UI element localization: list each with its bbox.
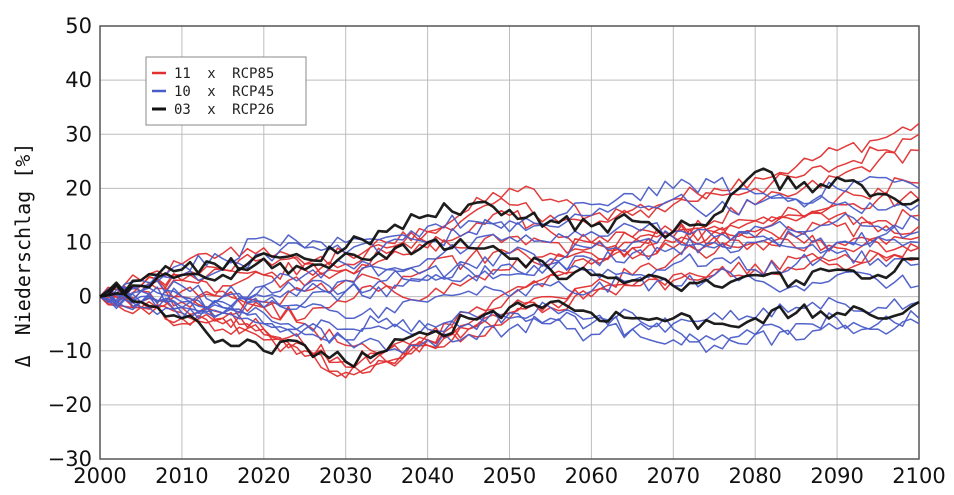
svg-text:11 x RCP85: 11 x RCP85 [174, 66, 274, 82]
x-tick-label: 2040 [401, 464, 454, 488]
legend-item-rcp85: 11 x RCP85 [152, 66, 274, 82]
series-lines [99, 122, 920, 379]
y-tick-label: −30 [48, 447, 92, 471]
y-tick-label: −20 [48, 393, 92, 417]
legend-item-rcp26: 03 x RCP26 [152, 102, 274, 118]
x-tick-label: 2070 [647, 464, 700, 488]
legend-separator: x [207, 66, 215, 82]
legend-count: 03 [174, 102, 191, 118]
svg-text:03 x RCP26: 03 x RCP26 [174, 102, 274, 118]
series-line-rcp45-1 [99, 175, 920, 298]
y-tick-label: 30 [65, 122, 92, 146]
series-line-rcp45-7 [99, 267, 920, 320]
legend-separator: x [207, 102, 215, 118]
series-line-rcp45-10 [99, 287, 920, 354]
y-tick-label: 20 [65, 176, 92, 200]
x-tick-label: 2050 [483, 464, 536, 488]
y-tick-label: 40 [65, 68, 92, 92]
y-axis-label: Δ Niederschlag [%] [11, 143, 35, 368]
x-tick-label: 2090 [810, 464, 863, 488]
y-tick-label: −10 [48, 339, 92, 363]
series-line-rcp45-9 [99, 289, 920, 353]
x-tick-label: 2020 [237, 464, 290, 488]
series-line-rcp26-2 [99, 237, 920, 298]
y-tick-label: 50 [65, 14, 92, 38]
legend-box [145, 56, 307, 126]
x-tick-label: 2030 [319, 464, 372, 488]
y-tick-label: 0 [79, 285, 92, 309]
x-tick-label: 2100 [892, 464, 945, 488]
x-tick-label: 2000 [73, 464, 126, 488]
series-line-rcp26-1 [99, 167, 920, 298]
legend-separator: x [207, 84, 215, 100]
svg-text:10 x RCP45: 10 x RCP45 [174, 84, 274, 100]
y-tick-label: 10 [65, 231, 92, 255]
series-line-rcp45-6 [99, 247, 920, 311]
legend-label: RCP85 [232, 66, 274, 82]
series-line-rcp26-3 [99, 292, 920, 369]
series-line-rcp45-2 [99, 193, 920, 303]
legend-count: 11 [174, 66, 191, 82]
series-line-rcp85-1 [99, 122, 920, 298]
y-axis-delta-symbol: Δ [11, 355, 35, 367]
series-line-rcp45-5 [99, 230, 920, 319]
y-axis-label-text: Niederschlag [%] [11, 143, 35, 336]
tick-labels: 2000 2010 2020 2030 2040 2050 2060 2070 2080 2090… [48, 14, 946, 488]
legend-count: 10 [174, 84, 191, 100]
legend-label: RCP26 [232, 102, 274, 118]
x-tick-label: 2010 [155, 464, 208, 488]
legend: 11 x RCP85 10 x RCP45 03 x RCP26 [145, 56, 307, 126]
x-tick-label: 2080 [728, 464, 781, 488]
x-tick-label: 2060 [565, 464, 618, 488]
legend-label: RCP45 [232, 84, 274, 100]
series-line-rcp45-8 [99, 295, 920, 343]
legend-item-rcp45: 10 x RCP45 [152, 84, 274, 100]
series-line-rcp45-3 [99, 213, 920, 310]
